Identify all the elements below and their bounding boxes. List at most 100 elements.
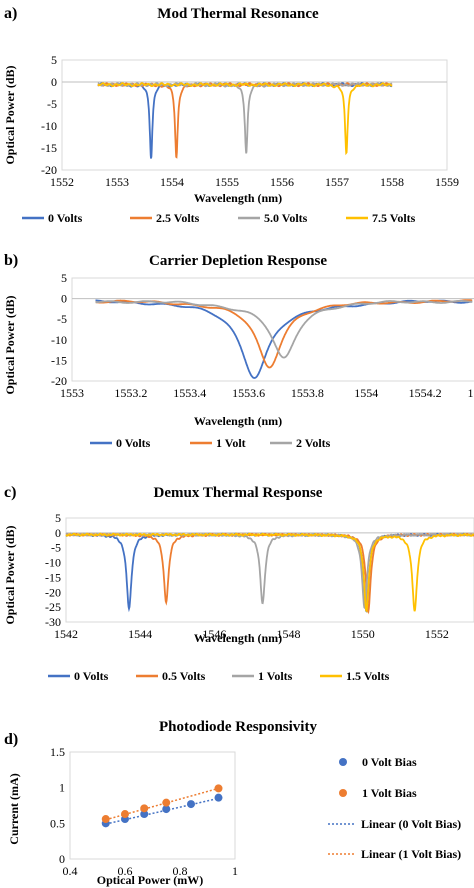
y-tick-label: -20 [45,585,61,599]
x-tick-label: 1550 [351,627,375,641]
y-tick-label: -15 [45,570,61,584]
y-tick-label: 0 [59,852,65,866]
y-tick-label: 5 [55,511,61,525]
x-tick-label: 1 [232,864,238,878]
legend-label: 0.5 Volts [162,669,206,683]
x-tick-label: 1553 [60,386,84,400]
y-tick-label: -20 [51,374,67,388]
plot-area [65,517,474,623]
x-tick-label: 0.8 [173,864,188,878]
legend-label: Linear (0 Volt Bias) [361,817,461,831]
chart-title: Photodiode Responsivity [159,719,317,735]
y-tick-label: -5 [47,97,57,111]
data-point [214,784,223,793]
trendline [105,797,219,825]
x-tick-label: 0.4 [63,864,78,878]
y-tick-label: -5 [51,541,61,555]
series-line [95,299,473,379]
x-tick-label: 1558 [380,175,404,189]
data-point [162,798,171,807]
data-point [162,805,171,814]
plot-area [69,751,236,860]
y-tick-label: 1.5 [50,745,65,759]
legend-swatch [339,789,347,797]
x-axis-label: Wavelength (nm) [194,414,282,428]
chart-title: Carrier Depletion Response [149,253,327,269]
x-tick-label: 1553.6 [232,386,265,400]
x-tick-label: 1559 [435,175,459,189]
y-axis-label: Optical Power (dB) [3,295,17,394]
y-tick-label: 0 [55,526,61,540]
x-axis-label: Wavelength (nm) [194,631,282,645]
y-tick-label: -15 [41,141,57,155]
y-tick-label: -10 [45,556,61,570]
legend-label: 0 Volts [48,211,83,225]
y-tick-label: -15 [51,353,67,367]
legend-label: Linear (1 Volt Bias) [361,847,461,861]
panel-label: c) [4,484,16,501]
data-point [121,810,129,819]
legend-label: 0 Volts [116,436,151,450]
legend-label: 2.5 Volts [156,211,200,225]
legend-label: 1 Volts [258,669,293,683]
x-tick-label: 0.6 [118,864,133,878]
x-tick-label: 1555 [215,175,239,189]
series-line [97,82,393,156]
chart-panel-3: 1.5 1 0.5 00.4 0.6 0.8 1 Photodiode Responsivit… [4,719,461,887]
legend-label: 0 Volts [74,669,109,683]
x-tick-label: 1557 [325,175,349,189]
x-tick-label: 1544 [128,627,152,641]
data-point [140,804,149,813]
legend-label: 0 Volt Bias [362,755,417,769]
x-tick-label: 1552 [425,627,449,641]
x-tick-label: 1554 [160,175,184,189]
data-point [214,793,223,802]
y-tick-label: 0.5 [50,816,65,830]
y-tick-label: -5 [57,312,67,326]
x-tick-label: 1553 [105,175,129,189]
x-tick-label: 1548 [277,627,301,641]
x-tick-label: 1553.8 [291,386,324,400]
legend-label: 5.0 Volts [264,211,308,225]
chart-title: Mod Thermal Resonance [157,6,319,22]
y-axis-label: Current (mA) [7,773,21,844]
legend-label: 7.5 Volts [372,211,416,225]
plot-area [61,59,448,171]
x-tick-label: 1553.4 [173,386,206,400]
x-axis-label: Optical Power (mW) [97,873,203,887]
data-point [187,800,195,809]
y-tick-label: 5 [51,53,57,67]
series-line [97,82,393,154]
data-point [140,810,149,819]
x-tick-label: 1554 [354,386,378,400]
data-point [101,815,110,824]
x-tick-label: 1556 [270,175,294,189]
trendline [105,787,219,821]
y-axis-label: Optical Power (dB) [3,65,17,164]
y-tick-label: -30 [45,615,61,629]
x-tick-label: 1554.2 [409,386,442,400]
series-line [65,532,474,613]
y-tick-label: 1 [59,781,65,795]
y-tick-label: -25 [45,600,61,614]
y-tick-label: 0 [61,292,67,306]
y-tick-label: -10 [51,333,67,347]
legend-label: 1 Volt [216,436,246,450]
x-tick-label: 1554.4 [468,386,474,400]
legend-label: 1.5 Volts [346,669,390,683]
x-tick-label: 1542 [54,627,78,641]
legend-label: 1 Volt Bias [362,786,417,800]
x-tick-label: 1553.2 [114,386,147,400]
y-tick-label: 0 [51,75,57,89]
panel-label: d) [4,731,18,748]
y-tick-label: 5 [61,271,67,285]
legend-label: 2 Volts [296,436,331,450]
panel-label: a) [4,5,17,22]
series-line [95,299,473,359]
legend-swatch [339,758,347,766]
x-tick-label: 1546 [202,627,226,641]
